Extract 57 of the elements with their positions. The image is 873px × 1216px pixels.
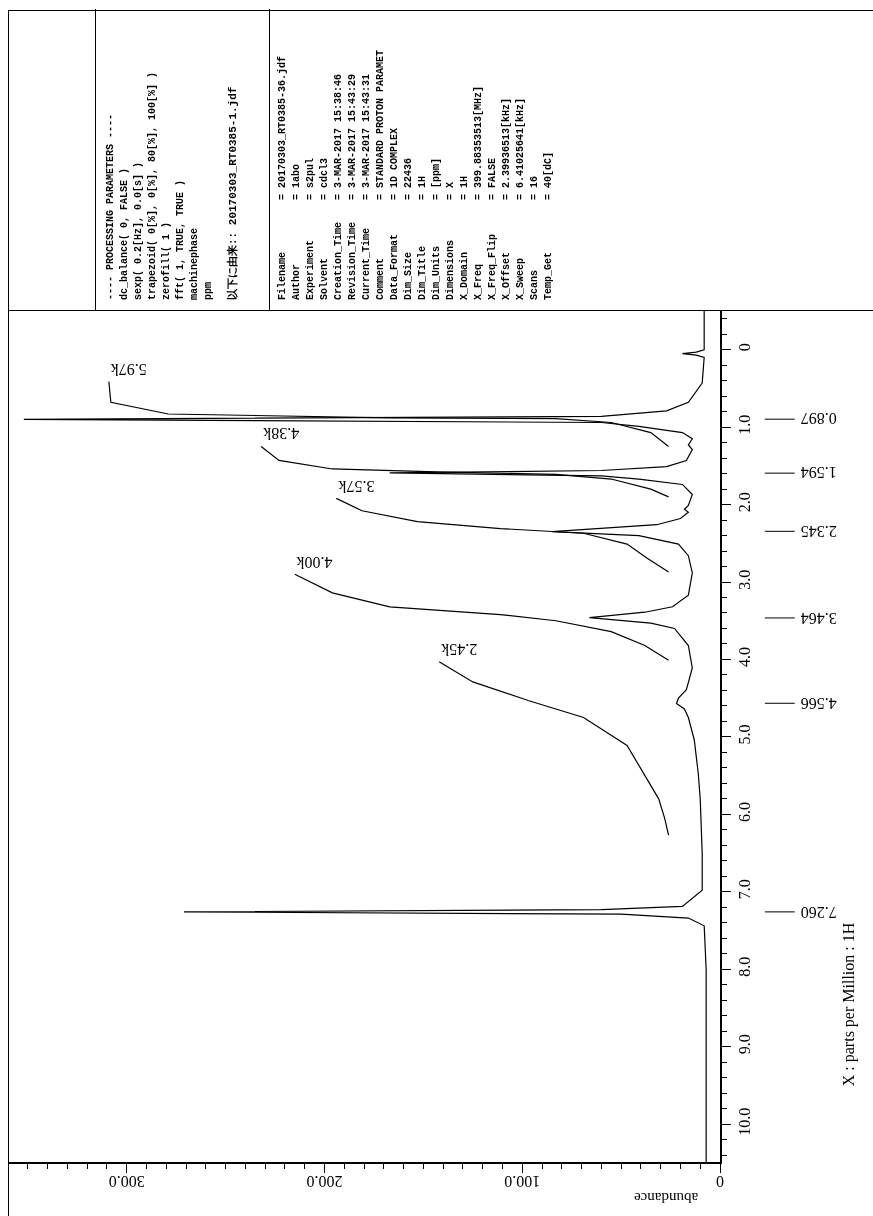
text: Dimensions = X xyxy=(445,181,456,300)
text: Scans = 16 xyxy=(529,175,540,300)
text: zerofill( 1 ) xyxy=(160,221,173,300)
ref-line-label: 4.566 xyxy=(800,694,837,712)
series-label: 4.38k xyxy=(263,425,300,443)
x-tick-label: 300.0 xyxy=(108,1172,145,1190)
text: Dim_Size = 22436 xyxy=(403,157,414,300)
text: Revision_Time = 3-MAR-2017 15:43:29 xyxy=(347,73,358,300)
ref-line-label: 2.345 xyxy=(800,522,837,540)
text: Data_Format = 1D COMPLEX xyxy=(389,127,400,300)
text: Comment = STANDARD PROTON PARAMET xyxy=(375,49,386,300)
text: fft( 1, TRUE, TRUE ) xyxy=(174,178,187,300)
series-label: 4.00k xyxy=(296,553,333,571)
y-tick-label: 6.0 xyxy=(735,801,753,822)
y-tick-label: 5.0 xyxy=(735,724,753,745)
text: ppm xyxy=(202,281,215,300)
text: Dim_Title = 1H xyxy=(417,175,428,300)
text: X_Domain = 1H xyxy=(459,175,470,300)
text: X_Freq_Flip = FALSE xyxy=(487,157,498,300)
text: dc_balance( 0, FALSE ) xyxy=(118,166,131,300)
text: Author = 1abo xyxy=(291,163,302,300)
ref-line-label: 1.594 xyxy=(800,464,837,482)
y-tick-label: 1.0 xyxy=(735,414,753,435)
y-tick-label: 7.0 xyxy=(735,879,753,900)
x-tick-label: 100.0 xyxy=(504,1172,541,1190)
y-axis-title: X : parts per Million : 1H xyxy=(840,922,859,1087)
text: sexp( 0.2[Hz], 0.0[s] ) xyxy=(132,160,145,300)
x-tick-label: 0 xyxy=(716,1172,724,1190)
y-tick-label: 10.0 xyxy=(735,1107,753,1136)
text: trapezoid( 0[%], 0[%], 80[%], 100[%] ) xyxy=(146,70,159,300)
series-label: 5.97k xyxy=(110,360,147,378)
x-axis-title: abundance xyxy=(633,1189,699,1206)
series-label: 3.57k xyxy=(338,477,375,495)
text: Temp_Get = 40[dC] xyxy=(543,151,554,300)
series-label: 2.45k xyxy=(441,640,478,658)
y-tick-label: 4.0 xyxy=(735,647,753,668)
text: machinephase xyxy=(188,227,201,300)
y-tick-label: 2.0 xyxy=(735,492,753,513)
text: Experiment = s2pul xyxy=(305,157,316,300)
ref-line-label: 7.260 xyxy=(800,903,837,921)
text: Current_Time = 3-MAR-2017 15:43:31 xyxy=(361,73,372,300)
text: 以下に由来:: 20170303_RT0385-1.jdf xyxy=(226,85,240,300)
y-tick-label: 8.0 xyxy=(735,956,753,977)
ref-line-label: 0.897 xyxy=(800,410,837,428)
y-tick-label: 9.0 xyxy=(735,1034,753,1055)
y-tick-label: 3.0 xyxy=(735,569,753,590)
x-tick-label: 200.0 xyxy=(306,1172,343,1190)
text: X_Sweep = 6.41025641[kHz] xyxy=(515,97,526,300)
text: ---- PROCESSING PARAMETERS ---- xyxy=(104,112,117,300)
text: X_Freq = 399.88353513[MHz] xyxy=(473,85,484,300)
text: Filename = 20170303_RT0385-36.jdf xyxy=(277,55,288,300)
text: Creation_Time = 3-MAR-2017 15:38:46 xyxy=(333,73,344,300)
text: Solvent = cdcl3 xyxy=(319,157,330,300)
ref-line-label: 3.464 xyxy=(800,609,837,627)
y-tick-label: 0 xyxy=(735,343,753,352)
text: X_Offset = 2.39936513[kHz] xyxy=(501,97,512,300)
text: Dim_Units = [ppm] xyxy=(431,157,442,300)
